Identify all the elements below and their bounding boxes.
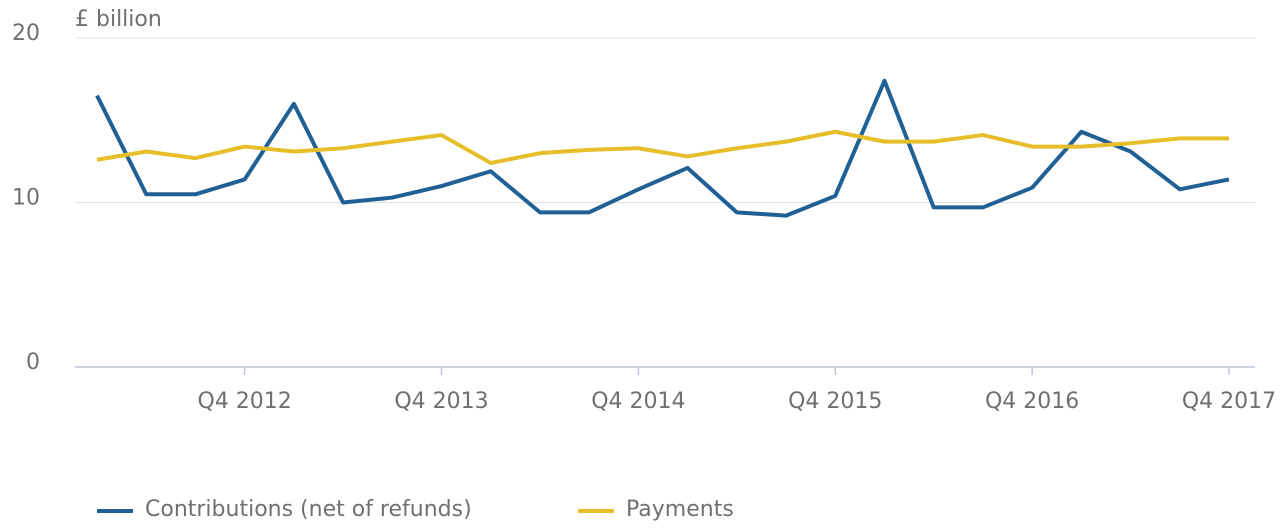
legend-label: Payments [626, 497, 734, 522]
y-tick-label: 20 [12, 21, 40, 46]
data-line [96, 129, 1229, 166]
legend-label: Contributions (net of refunds) [145, 497, 472, 522]
y-tick-label: 0 [26, 350, 40, 375]
x-tick-label: Q4 2014 [591, 389, 685, 414]
x-tick-label: Q4 2012 [198, 389, 292, 414]
x-tick-label: Q4 2015 [788, 389, 882, 414]
data-line [95, 78, 1230, 218]
y-tick-label: 10 [12, 186, 40, 211]
y-axis-label: £ billion [75, 7, 162, 32]
x-tick-label: Q4 2013 [394, 389, 488, 414]
x-tick-label: Q4 2017 [1182, 389, 1276, 414]
x-tick-label: Q4 2016 [985, 389, 1079, 414]
